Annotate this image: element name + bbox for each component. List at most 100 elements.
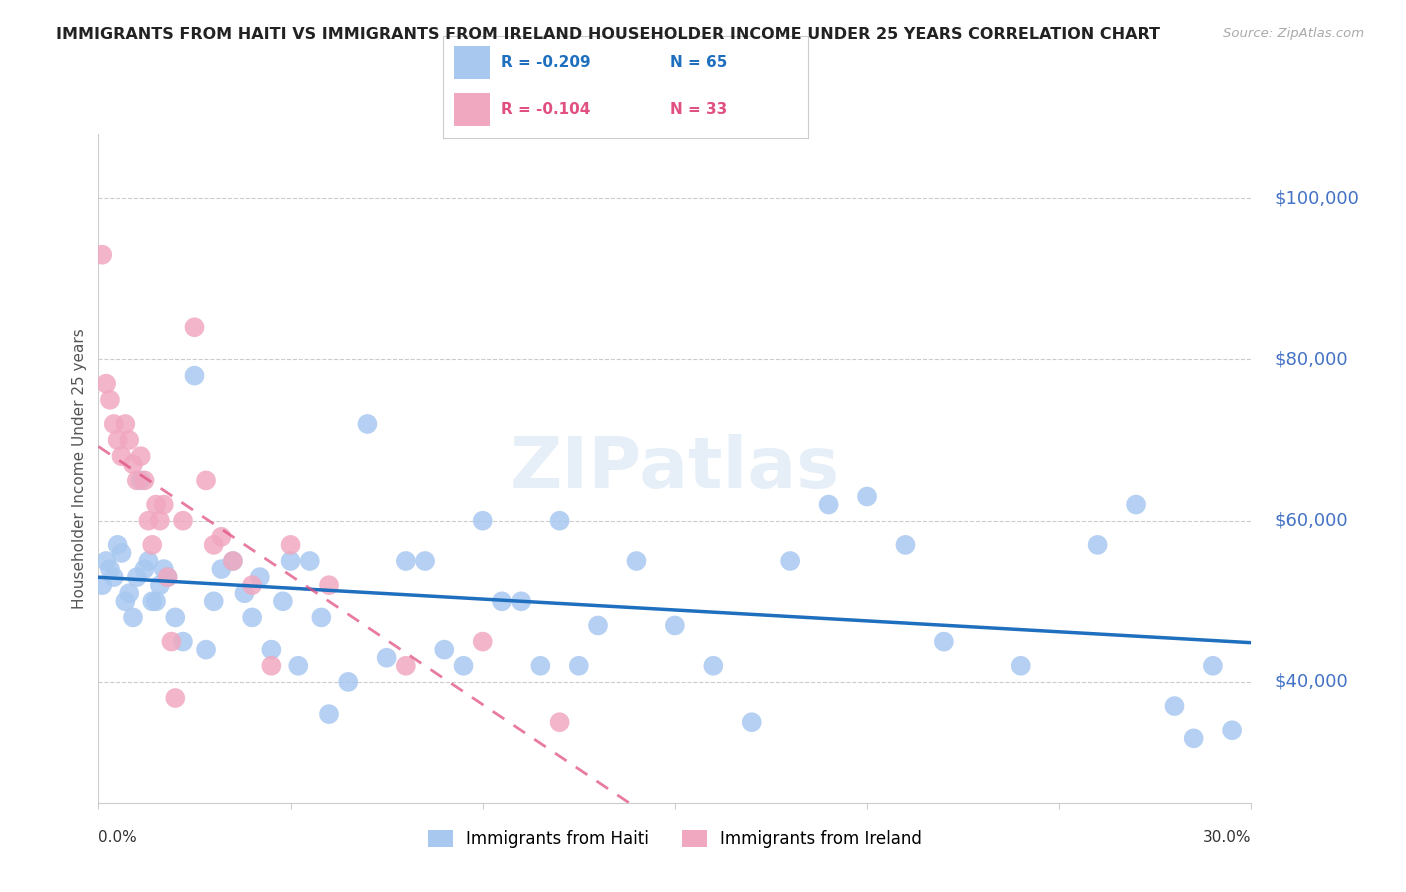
Point — [817, 498, 839, 512]
Text: N = 65: N = 65 — [669, 54, 727, 70]
Point — [356, 417, 378, 431]
Point — [1182, 731, 1205, 746]
Point — [395, 554, 418, 568]
Point — [122, 610, 145, 624]
Point — [145, 594, 167, 608]
Point — [626, 554, 648, 568]
Point — [172, 514, 194, 528]
Point — [152, 498, 174, 512]
Text: ZIPatlas: ZIPatlas — [510, 434, 839, 503]
Point — [318, 707, 340, 722]
Point — [122, 457, 145, 471]
Point — [129, 449, 152, 463]
Text: R = -0.209: R = -0.209 — [502, 54, 591, 70]
Point — [1125, 498, 1147, 512]
Point — [202, 538, 225, 552]
Point — [209, 530, 232, 544]
Point — [110, 449, 132, 463]
Point — [260, 658, 283, 673]
Text: IMMIGRANTS FROM HAITI VS IMMIGRANTS FROM IRELAND HOUSEHOLDER INCOME UNDER 25 YEA: IMMIGRANTS FROM HAITI VS IMMIGRANTS FROM… — [56, 27, 1160, 42]
Point — [260, 642, 283, 657]
Point — [98, 562, 121, 576]
Point — [664, 618, 686, 632]
Point — [209, 562, 232, 576]
Point — [932, 634, 955, 648]
Point — [586, 618, 609, 632]
Point — [741, 715, 763, 730]
Point — [118, 433, 141, 447]
Point — [233, 586, 256, 600]
Text: 30.0%: 30.0% — [1204, 830, 1251, 845]
Point — [114, 594, 136, 608]
Point — [375, 650, 398, 665]
Point — [471, 634, 494, 648]
Point — [318, 578, 340, 592]
Point — [107, 433, 129, 447]
Point — [145, 498, 167, 512]
Point — [491, 594, 513, 608]
Point — [1163, 699, 1185, 714]
Point — [103, 570, 125, 584]
Point — [433, 642, 456, 657]
Text: $40,000: $40,000 — [1274, 673, 1348, 691]
Text: N = 33: N = 33 — [669, 102, 727, 117]
Point — [129, 474, 152, 488]
Point — [149, 514, 172, 528]
Point — [1010, 658, 1032, 673]
Point — [280, 554, 302, 568]
Point — [138, 554, 160, 568]
Point — [103, 417, 125, 431]
Point — [195, 642, 218, 657]
Point — [165, 691, 187, 706]
Point — [280, 538, 302, 552]
Text: 0.0%: 0.0% — [98, 830, 138, 845]
Point — [222, 554, 245, 568]
Point — [1202, 658, 1225, 673]
Point — [510, 594, 533, 608]
Point — [110, 546, 132, 560]
Point — [568, 658, 591, 673]
Point — [114, 417, 136, 431]
Point — [548, 514, 571, 528]
Point — [1087, 538, 1109, 552]
Point — [156, 570, 179, 584]
Y-axis label: Householder Income Under 25 years: Householder Income Under 25 years — [72, 328, 87, 608]
Text: Source: ZipAtlas.com: Source: ZipAtlas.com — [1223, 27, 1364, 40]
Text: $100,000: $100,000 — [1274, 189, 1360, 207]
Point — [337, 674, 360, 689]
Point — [222, 554, 245, 568]
Point — [183, 368, 205, 383]
Point — [94, 376, 117, 391]
Text: $60,000: $60,000 — [1274, 512, 1348, 530]
Point — [298, 554, 321, 568]
Bar — [454, 45, 491, 78]
Point — [548, 715, 571, 730]
Point — [91, 248, 114, 262]
Point — [125, 474, 148, 488]
Point — [107, 538, 129, 552]
Point — [413, 554, 436, 568]
Point — [125, 570, 148, 584]
Point — [529, 658, 551, 673]
Point — [98, 392, 121, 407]
Text: $80,000: $80,000 — [1274, 351, 1348, 368]
Bar — [454, 93, 491, 126]
Point — [91, 578, 114, 592]
Point — [249, 570, 271, 584]
Point — [1220, 723, 1243, 738]
Point — [183, 320, 205, 334]
Point — [856, 490, 879, 504]
Point — [172, 634, 194, 648]
Text: R = -0.104: R = -0.104 — [502, 102, 591, 117]
Point — [138, 514, 160, 528]
Point — [894, 538, 917, 552]
Point — [134, 474, 156, 488]
Point — [453, 658, 475, 673]
Point — [149, 578, 172, 592]
Point — [152, 562, 174, 576]
Point — [702, 658, 724, 673]
Point — [202, 594, 225, 608]
Point — [156, 570, 179, 584]
Point — [471, 514, 494, 528]
Point — [134, 562, 156, 576]
